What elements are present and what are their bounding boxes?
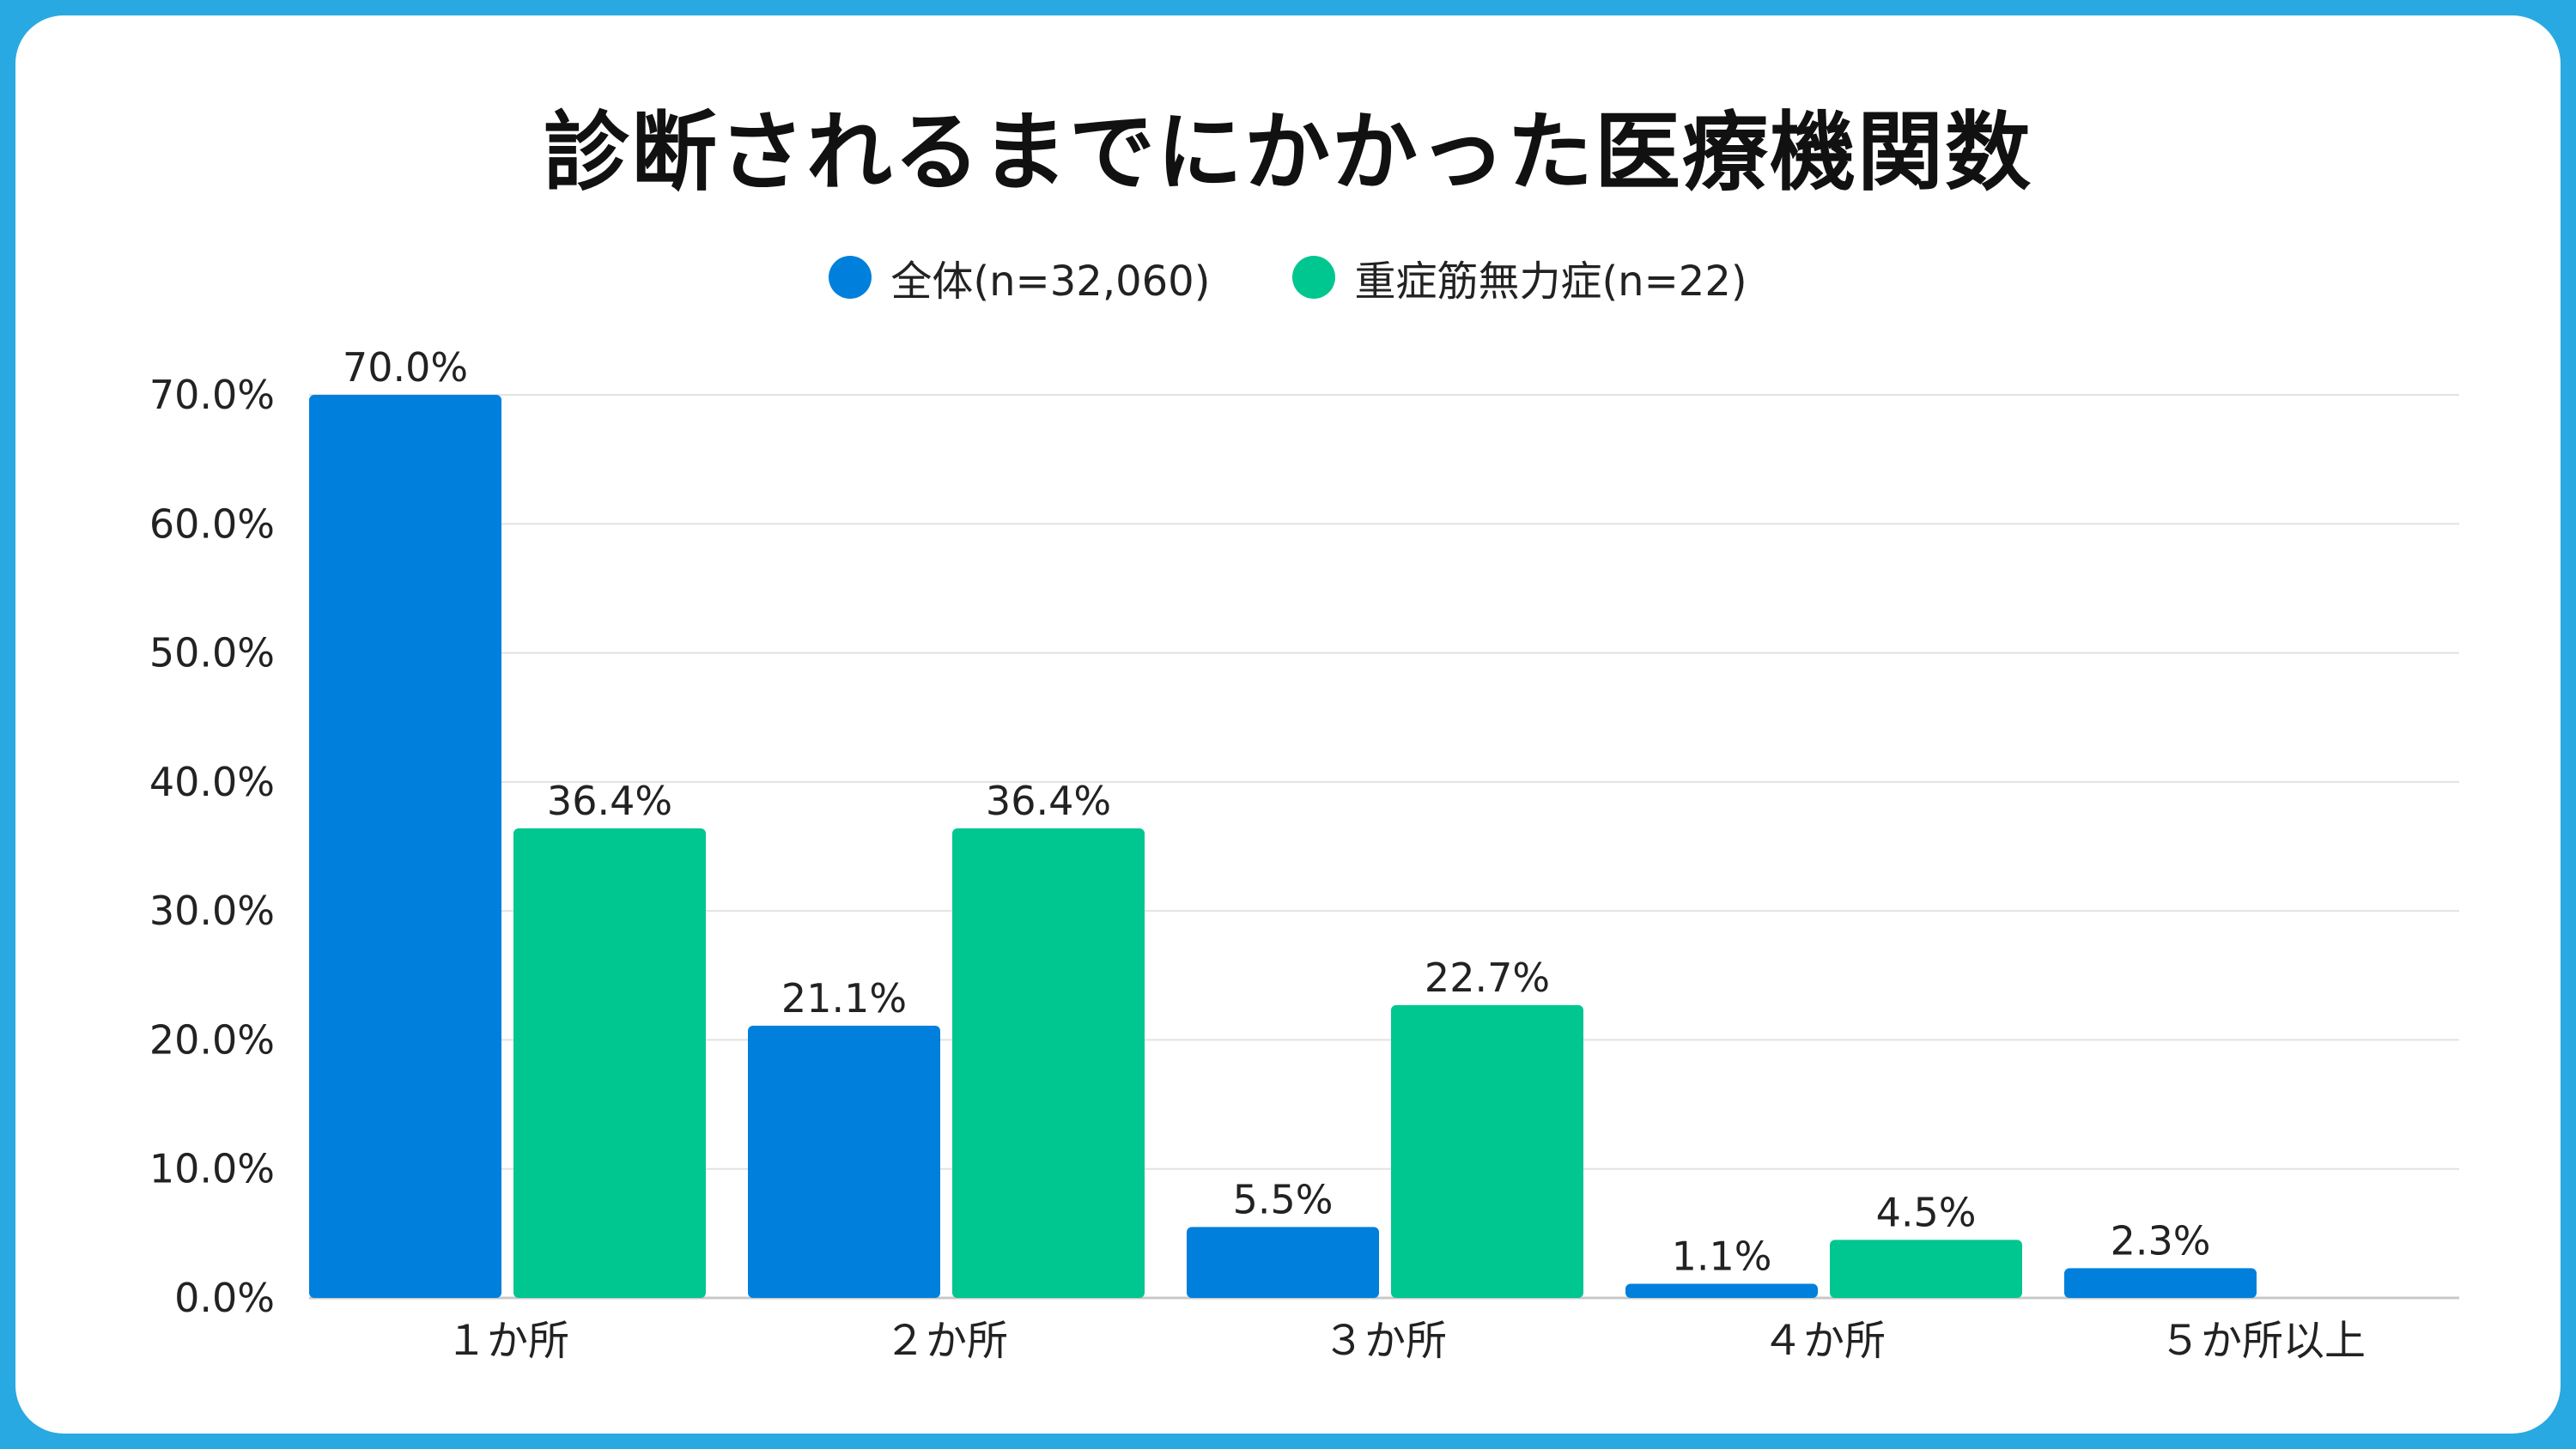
data-label: 36.4% [986,778,1111,824]
legend-item-mg: 重症筋無力症(n=22) [1292,247,1747,307]
data-label: 22.7% [1425,955,1550,1001]
bar-overall [748,1025,940,1298]
legend: 全体(n=32,060) 重症筋無力症(n=22) [15,247,2561,307]
bar-overall [1625,1283,1818,1298]
legend-label-mg: 重症筋無力症(n=22) [1354,258,1747,306]
y-tick-label: 30.0% [149,888,275,934]
bar-overall [309,395,501,1298]
y-tick-label: 0.0% [174,1275,275,1321]
legend-label-overall: 全体(n=32,060) [890,258,1211,306]
legend-marker-overall [829,256,872,299]
x-category-label: ４か所 [1762,1317,1886,1365]
y-tick-label: 10.0% [149,1146,275,1192]
x-category-label: ２か所 [884,1317,1008,1365]
legend-item-overall: 全体(n=32,060) [829,247,1210,307]
data-label: 1.1% [1672,1233,1772,1279]
data-label: 4.5% [1876,1189,1977,1235]
y-tick-label: 50.0% [149,630,275,676]
x-category-label: １か所 [446,1317,569,1365]
x-category-label: ５か所以上 [2160,1317,2366,1365]
bar-mg [1391,1004,1583,1298]
data-label: 70.0% [343,344,468,391]
x-category-label: ３か所 [1323,1317,1447,1365]
data-label: 36.4% [547,778,672,824]
data-label: 21.1% [781,975,907,1022]
bar-mg [513,828,706,1298]
bar-overall [2064,1268,2257,1298]
legend-marker-mg [1292,256,1336,299]
y-tick-label: 70.0% [149,372,275,418]
bar-mg [952,828,1145,1298]
chart-title: 診断されるまでにかかった医療機関数 [544,102,2032,203]
bar-mg [1830,1240,2022,1298]
data-label: 5.5% [1233,1176,1334,1222]
y-tick-label: 20.0% [149,1016,275,1063]
data-label: 2.3% [2111,1217,2211,1264]
y-tick-label: 60.0% [149,500,275,547]
bar-overall [1187,1227,1379,1298]
y-tick-label: 40.0% [149,759,275,805]
